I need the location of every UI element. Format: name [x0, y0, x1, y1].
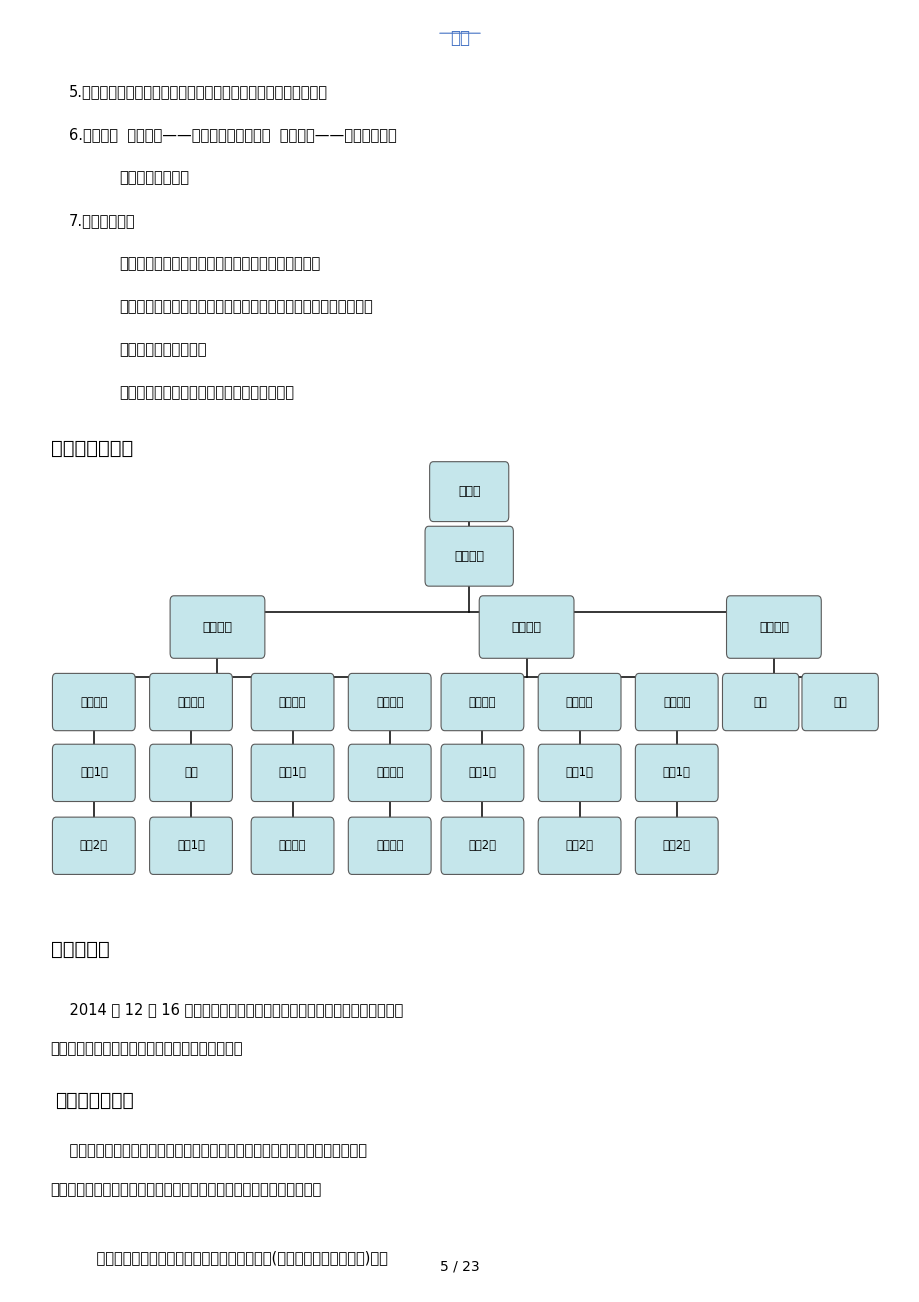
FancyBboxPatch shape: [52, 818, 135, 875]
FancyBboxPatch shape: [150, 745, 233, 802]
FancyBboxPatch shape: [52, 745, 135, 802]
Text: 项目1部: 项目1部: [468, 767, 496, 780]
Text: 招聘培训: 招聘培训: [376, 767, 403, 780]
Text: 前台: 前台: [184, 767, 198, 780]
Text: 实习期间每天都会接收大量应聘者投递的简历(包括直接发到中的简历)。因: 实习期间每天都会接收大量应聘者投递的简历(包括直接发到中的简历)。因: [78, 1250, 388, 1266]
FancyBboxPatch shape: [348, 818, 431, 875]
Text: 7.核心价值观：: 7.核心价值观：: [69, 214, 135, 229]
Text: 总经理助: 总经理助: [454, 549, 483, 562]
FancyBboxPatch shape: [721, 673, 798, 730]
FancyBboxPatch shape: [251, 673, 334, 730]
FancyBboxPatch shape: [150, 673, 233, 730]
Text: 咨询1部: 咨询1部: [176, 840, 205, 853]
Text: 绩效考核: 绩效考核: [376, 840, 403, 853]
FancyBboxPatch shape: [429, 462, 508, 522]
Text: 行业1部: 行业1部: [278, 767, 306, 780]
Text: 副总经理: 副总经理: [758, 621, 789, 634]
Text: 出纳: 出纳: [833, 695, 846, 708]
Text: 尊重、信任和团队精神: 尊重、信任和团队精神: [119, 342, 207, 358]
Text: 管理咨询: 管理咨询: [177, 695, 205, 708]
Text: 副总经理: 副总经理: [202, 621, 233, 634]
Text: 品牌2部: 品牌2部: [565, 840, 593, 853]
FancyBboxPatch shape: [150, 818, 233, 875]
Text: 业务1部: 业务1部: [662, 767, 690, 780]
FancyBboxPatch shape: [801, 673, 878, 730]
Text: 副总经理: 副总经理: [511, 621, 541, 634]
FancyBboxPatch shape: [348, 745, 431, 802]
Text: （一）代理招聘: （一）代理招聘: [55, 1091, 134, 1111]
FancyBboxPatch shape: [251, 745, 334, 802]
Text: 正直、诚实和责任心是对每个员工的根本要求: 正直、诚实和责任心是对每个员工的根本要求: [119, 385, 294, 401]
FancyBboxPatch shape: [726, 596, 821, 659]
Text: 猎头1部: 猎头1部: [80, 767, 108, 780]
FancyBboxPatch shape: [348, 673, 431, 730]
FancyBboxPatch shape: [170, 596, 265, 659]
FancyBboxPatch shape: [440, 818, 523, 875]
Text: 项目2部: 项目2部: [468, 840, 496, 853]
FancyBboxPatch shape: [635, 745, 718, 802]
FancyBboxPatch shape: [251, 818, 334, 875]
FancyBboxPatch shape: [538, 818, 620, 875]
FancyBboxPatch shape: [479, 596, 573, 659]
Text: 文档: 文档: [449, 29, 470, 47]
Text: 5.工作态度：迅速的执行态度、和谐的团队合作、优质的礼貌运动: 5.工作态度：迅速的执行态度、和谐的团队合作、优质的礼貌运动: [69, 85, 328, 100]
Text: 三、实习容: 三、实习容: [51, 940, 109, 960]
Text: 合同档案: 合同档案: [278, 840, 306, 853]
Text: 会计: 会计: [753, 695, 766, 708]
Text: 猎头2部: 猎头2部: [80, 840, 108, 853]
Text: 不可越级申报工作: 不可越级申报工作: [119, 171, 189, 186]
FancyBboxPatch shape: [440, 673, 523, 730]
FancyBboxPatch shape: [538, 673, 620, 730]
Text: 确定招聘的方式、方法以与招聘进程。而我主要做的有以下几个方面：: 确定招聘的方式、方法以与招聘进程。而我主要做的有以下几个方面：: [51, 1182, 322, 1198]
Text: 从事相关的实习工作，主要工作有以下几个方面：: 从事相关的实习工作，主要工作有以下几个方面：: [51, 1042, 243, 1057]
Text: 业务2部: 业务2部: [662, 840, 690, 853]
Text: 商业策划: 商业策划: [468, 695, 495, 708]
Text: 根据公司客户的招聘需求和要求，对招聘岗位进展深入分析，制定招聘方案，: 根据公司客户的招聘需求和要求，对招聘岗位进展深入分析，制定招聘方案，: [51, 1143, 366, 1159]
Text: 以客户为导向，关注为客户提供价值，杜绝短期行为: 以客户为导向，关注为客户提供价值，杜绝短期行为: [119, 256, 321, 272]
Text: 品牌1部: 品牌1部: [565, 767, 593, 780]
FancyBboxPatch shape: [440, 745, 523, 802]
Text: 以行动为准如此，深入实际，扎扎实实，提供切实可行的解决方案: 以行动为准如此，深入实际，扎扎实实，提供切实可行的解决方案: [119, 299, 373, 315]
Text: 品牌推广: 品牌推广: [565, 695, 593, 708]
Text: 行政人事: 行政人事: [376, 695, 403, 708]
FancyBboxPatch shape: [538, 745, 620, 802]
FancyBboxPatch shape: [52, 673, 135, 730]
FancyBboxPatch shape: [635, 818, 718, 875]
Text: 5 / 23: 5 / 23: [439, 1259, 480, 1273]
Text: 商务拓展: 商务拓展: [663, 695, 690, 708]
Text: 劳务派遣: 劳务派遣: [278, 695, 306, 708]
Text: 总经理: 总经理: [458, 486, 480, 499]
Text: 猎头中心: 猎头中心: [80, 695, 108, 708]
Text: （四）组织架构: （四）组织架构: [51, 439, 132, 458]
Text: 2014 年 12 月 16 日，我作为一名实习生进入了智策人力资源服务派遣部，: 2014 年 12 月 16 日，我作为一名实习生进入了智策人力资源服务派遣部，: [51, 1003, 403, 1018]
FancyBboxPatch shape: [425, 526, 513, 586]
Text: 6.管理模式  一级管理——实行项目经理负责制  两级申诉——可越级申诉，: 6.管理模式 一级管理——实行项目经理负责制 两级申诉——可越级申诉，: [69, 128, 396, 143]
FancyBboxPatch shape: [635, 673, 718, 730]
